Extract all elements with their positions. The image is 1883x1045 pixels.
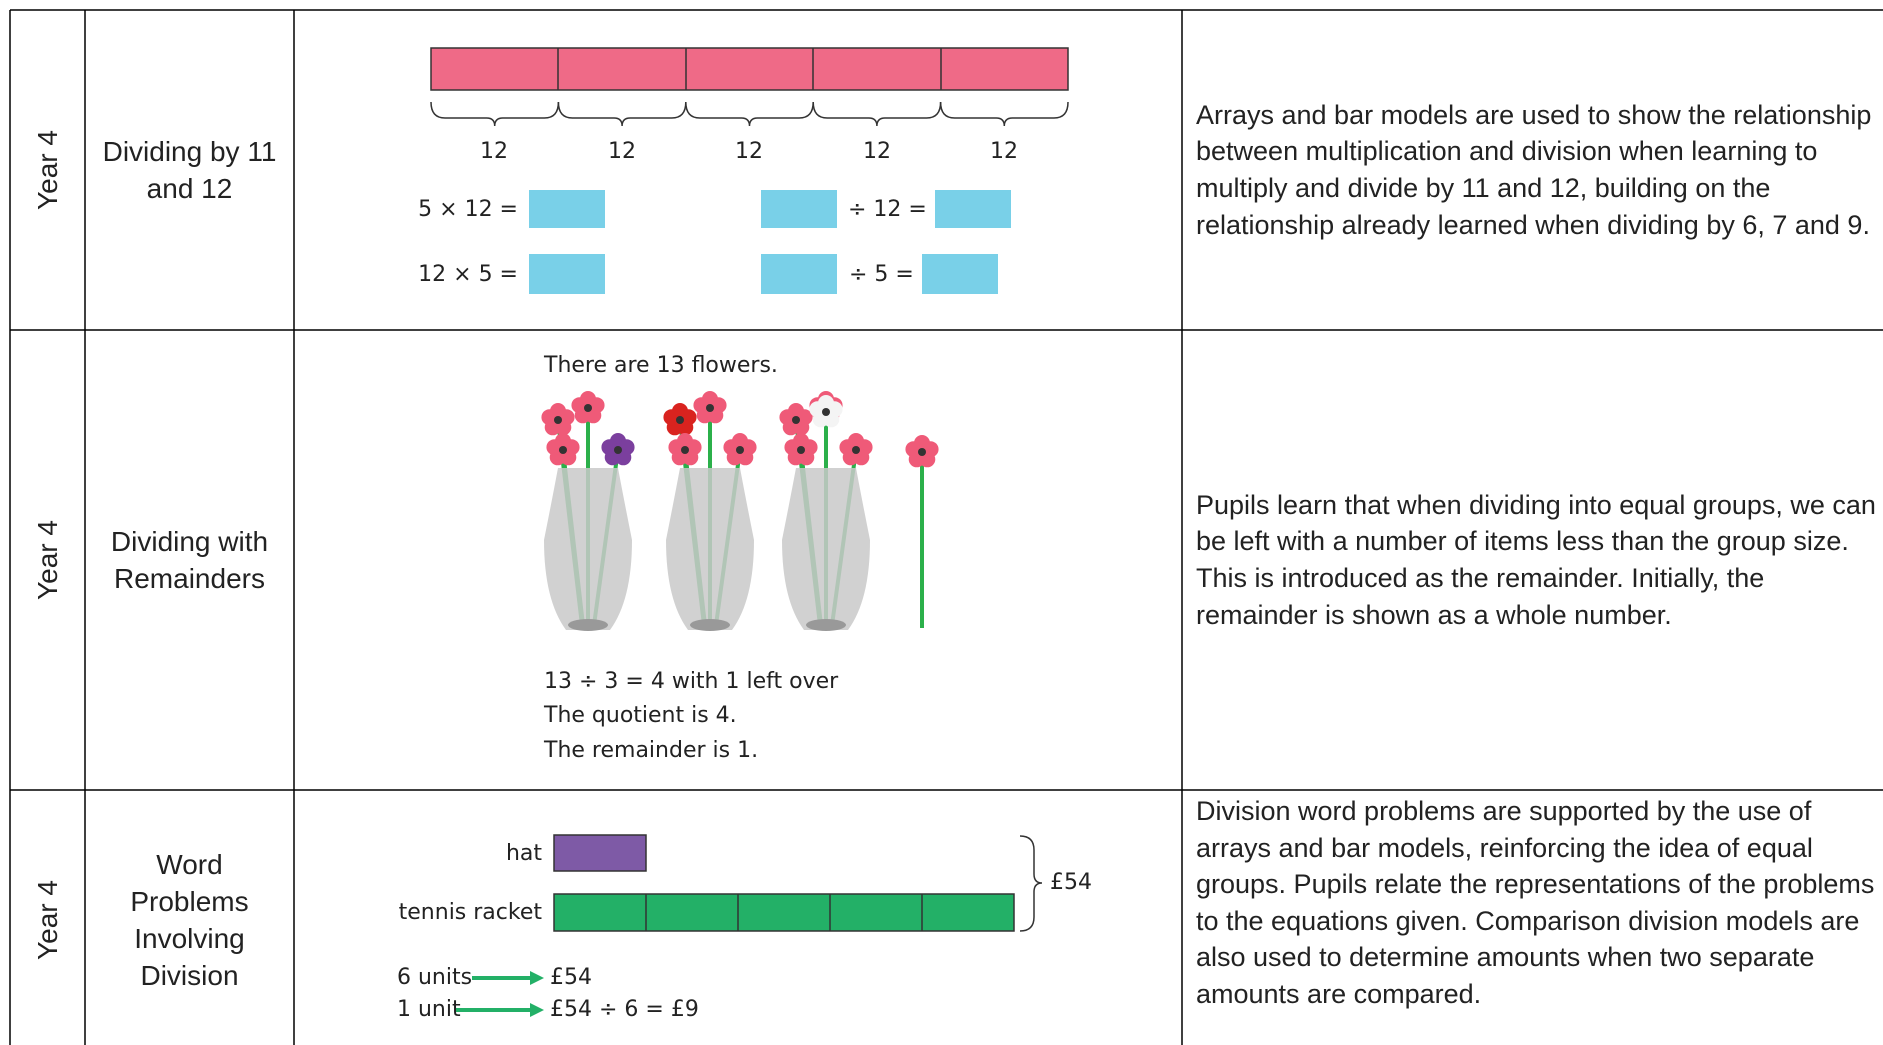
flower xyxy=(693,391,727,424)
flower xyxy=(809,395,843,428)
flower-centre xyxy=(797,446,805,454)
arrow-head xyxy=(530,1003,544,1017)
vase xyxy=(666,468,754,630)
flower-centre xyxy=(559,446,567,454)
flower xyxy=(668,433,702,466)
brace xyxy=(939,101,1069,127)
description-text: Pupils learn that when dividing into equ… xyxy=(1196,489,1876,630)
bar-label: hat xyxy=(506,841,542,866)
year: Year 4 xyxy=(31,520,63,600)
flower-centre xyxy=(852,446,860,454)
flower xyxy=(779,403,813,436)
flower xyxy=(571,391,605,424)
petal xyxy=(723,439,740,456)
brace xyxy=(557,101,687,127)
flower-centre xyxy=(681,446,689,454)
equation: ÷ 5 = xyxy=(849,262,914,287)
flower-centre xyxy=(584,404,592,412)
line: 13 ÷ 3 = 4 with 1 left over xyxy=(544,669,839,694)
bar-label: 12 xyxy=(735,139,763,164)
flower-centre xyxy=(706,404,714,412)
step-left: 6 units xyxy=(397,965,472,990)
equation: ÷ 12 = xyxy=(848,197,927,222)
flower xyxy=(663,403,697,436)
vase xyxy=(782,468,870,630)
description-text: Arrays and bar models are used to show t… xyxy=(1196,99,1872,240)
petal xyxy=(541,409,558,426)
braces xyxy=(430,101,1069,127)
bar-label: 12 xyxy=(990,139,1018,164)
flower xyxy=(905,435,939,468)
line: The quotient is 4. xyxy=(543,703,737,728)
brace xyxy=(1019,835,1043,932)
bar-model xyxy=(430,47,1069,91)
topic: Word Problems Involving Division xyxy=(130,849,249,991)
flower xyxy=(541,403,575,436)
flower-centre xyxy=(554,416,562,424)
petal xyxy=(809,401,826,418)
arrow-head xyxy=(530,971,544,985)
brace xyxy=(685,101,814,127)
hat-bar xyxy=(553,834,647,872)
bar-label: 12 xyxy=(863,139,891,164)
year-cell: Year 4 xyxy=(10,330,85,790)
caption: There are 13 flowers. xyxy=(543,353,778,378)
brace xyxy=(430,101,560,127)
flower-centre xyxy=(792,416,800,424)
step-left: 1 unit xyxy=(397,997,461,1022)
topic: Dividing with Remainders xyxy=(110,526,269,594)
equation: 12 × 5 = xyxy=(418,262,518,287)
petal xyxy=(546,439,563,456)
racket-bar xyxy=(553,893,1015,932)
flower xyxy=(601,433,635,466)
year-cell: Year 4 xyxy=(10,790,85,1045)
flower xyxy=(546,433,580,466)
flower xyxy=(723,433,757,466)
bar-label: tennis racket xyxy=(399,900,543,925)
table-grid xyxy=(9,9,1883,1045)
petal xyxy=(668,439,685,456)
vases xyxy=(541,391,939,631)
year: Year 4 xyxy=(31,880,63,960)
flower-centre xyxy=(736,446,744,454)
petal xyxy=(779,409,796,426)
description: Arrays and bar models are used to show t… xyxy=(1196,10,1883,330)
flower xyxy=(784,433,818,466)
petal xyxy=(784,439,801,456)
year-cell: Year 4 xyxy=(10,10,85,330)
year: Year 4 xyxy=(31,130,63,210)
equation: 5 × 12 = xyxy=(418,197,518,222)
topic: Dividing by 11 and 12 xyxy=(102,136,277,204)
description: Pupils learn that when dividing into equ… xyxy=(1196,330,1883,790)
flower-centre xyxy=(676,416,684,424)
petal xyxy=(663,409,680,426)
step-right: £54 ÷ 6 = £9 xyxy=(550,997,699,1022)
bar-label: 12 xyxy=(480,139,508,164)
answer-boxes xyxy=(529,190,1011,294)
flower xyxy=(839,433,873,466)
petal xyxy=(601,439,618,456)
total: £54 xyxy=(1050,870,1092,895)
vase xyxy=(544,468,632,630)
vase-base xyxy=(806,619,846,631)
step-right: £54 xyxy=(550,965,592,990)
description: Division word problems are supported by … xyxy=(1196,793,1883,1045)
flower-centre xyxy=(822,408,830,416)
line: The remainder is 1. xyxy=(543,738,758,763)
brace xyxy=(812,101,942,127)
flower-centre xyxy=(918,448,926,456)
bar-label: 12 xyxy=(608,139,636,164)
flower-centre xyxy=(614,446,622,454)
vase-base xyxy=(568,619,608,631)
petal xyxy=(693,397,710,414)
petal xyxy=(839,439,856,456)
petal xyxy=(905,441,922,458)
petal xyxy=(571,397,588,414)
description-text: Division word problems are supported by … xyxy=(1196,796,1875,1009)
vase-base xyxy=(690,619,730,631)
